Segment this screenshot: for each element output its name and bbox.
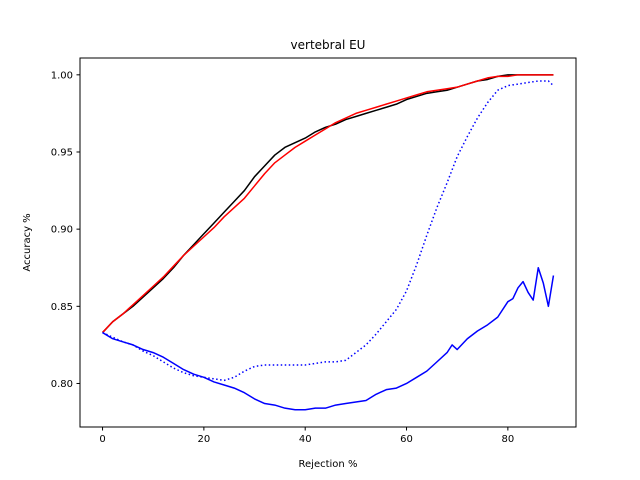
- y-axis-label: Accuracy %: [22, 213, 33, 271]
- y-axis: 0.80 0.85 0.90 0.95 1.00: [51, 70, 80, 390]
- x-tick-label: 60: [400, 434, 413, 445]
- series-line-2: [102, 74, 554, 334]
- y-tick-label: 0.90: [51, 225, 73, 236]
- plot-frame: [79, 57, 577, 428]
- x-tick-label: 40: [299, 434, 312, 445]
- series-layer: [102, 74, 555, 411]
- x-axis-label: Rejection %: [299, 459, 358, 470]
- y-tick-label: 0.95: [51, 147, 73, 158]
- series-line-3: [102, 266, 555, 411]
- y-tick-label: 1.00: [51, 70, 73, 81]
- x-axis: 0 20 40 60 80: [99, 427, 514, 445]
- x-tick-label: 0: [99, 434, 105, 445]
- x-tick-label: 80: [501, 434, 514, 445]
- plot-background: [80, 58, 576, 427]
- y-tick-label: 0.80: [51, 379, 73, 390]
- series-line-4: [102, 80, 554, 382]
- chart-title: vertebral EU: [291, 38, 366, 52]
- y-tick-label: 0.85: [51, 302, 73, 313]
- x-tick-label: 20: [198, 434, 211, 445]
